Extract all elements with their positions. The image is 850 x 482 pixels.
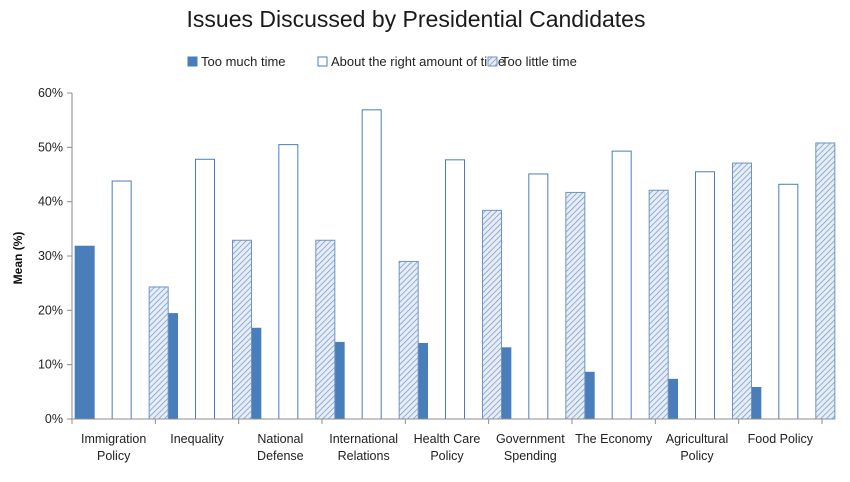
bar-outline <box>278 144 299 420</box>
y-tick-label: 30% <box>38 249 63 263</box>
y-tick-label: 50% <box>38 140 63 154</box>
x-category-label: Policy <box>97 449 131 463</box>
legend-swatch <box>187 56 198 67</box>
x-category-label: National <box>257 432 303 446</box>
y-tick-label: 0% <box>45 412 63 426</box>
bar-hatch <box>398 260 419 420</box>
bar-solid <box>74 245 95 420</box>
bar-outline <box>778 183 799 420</box>
legend-label: About the right amount of time <box>331 54 505 69</box>
x-category-label: Health Care <box>414 432 481 446</box>
bar-hatch <box>815 142 836 420</box>
x-category-label: Relations <box>338 449 390 463</box>
legend-item: About the right amount of time <box>317 54 505 69</box>
y-tick-label: 10% <box>38 358 63 372</box>
bar-outline <box>695 171 715 420</box>
x-category-label: Policy <box>430 449 464 463</box>
bar-hatch <box>732 162 752 420</box>
chart-title: Issues Discussed by Presidential Candida… <box>187 6 646 32</box>
bar-outline <box>111 180 132 420</box>
bar-outline <box>528 173 549 420</box>
legend-swatch <box>317 56 328 67</box>
x-category-label: Immigration <box>81 432 146 446</box>
y-axis: 0% 10% 20% 30% 40% 50% 60% <box>38 86 73 426</box>
x-category-label: International <box>329 432 398 446</box>
bars <box>74 109 836 420</box>
bar-hatch <box>232 239 252 420</box>
bar-hatch <box>315 239 336 420</box>
y-tick-label: 60% <box>38 86 63 100</box>
legend-swatch <box>487 56 498 67</box>
x-category-label: Inequality <box>170 432 224 446</box>
x-category-label: The Economy <box>575 432 653 446</box>
x-category-label: Food Policy <box>748 432 814 446</box>
x-category-label: Defense <box>257 449 304 463</box>
y-tick-label: 40% <box>38 195 63 209</box>
bar-hatch <box>648 189 669 420</box>
y-tick-label: 20% <box>38 303 63 317</box>
legend-item: Too much time <box>187 54 286 69</box>
bar-hatch <box>148 286 169 420</box>
legend: Too much time About the right amount of t… <box>187 54 577 69</box>
legend-item: Too little time <box>487 54 577 69</box>
legend-label: Too much time <box>201 54 286 69</box>
x-category-label: Spending <box>504 449 557 463</box>
x-category-label: Policy <box>680 449 714 463</box>
bar-hatch <box>482 209 502 420</box>
bar-outline <box>445 159 465 420</box>
legend-label: Too little time <box>501 54 577 69</box>
bar-hatch <box>565 191 586 420</box>
bar-outline <box>361 109 382 420</box>
x-category-label: Government <box>496 432 565 446</box>
y-axis-label: Mean (%) <box>11 232 25 285</box>
bar-outline <box>195 158 215 420</box>
x-category-label: Agricultural <box>666 432 729 446</box>
bar-outline <box>611 150 632 420</box>
x-axis: Immigration Policy Inequality National Defen… <box>71 418 823 463</box>
